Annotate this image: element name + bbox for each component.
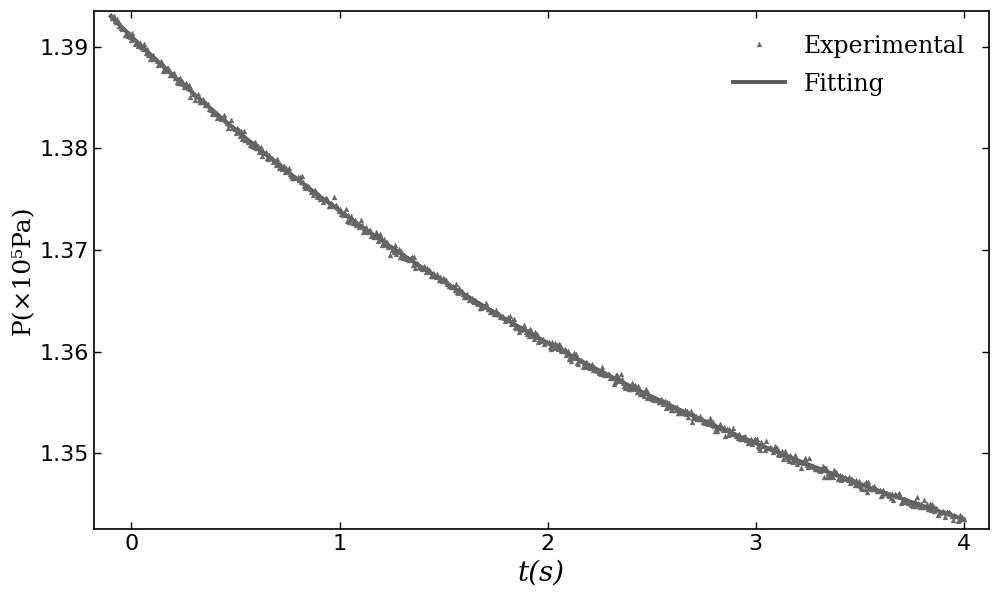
Experimental (157, 67, 169, 74)
Experimental (952, 517, 964, 524)
Y-axis label: P(×10⁵Pa): P(×10⁵Pa) (11, 206, 34, 335)
Fitting (777, 451, 789, 458)
Experimental (648, 396, 660, 404)
Legend: Experimental, Fitting: Experimental, Fitting (721, 23, 977, 108)
Line: Fitting: Fitting (111, 16, 964, 519)
Experimental (105, 11, 117, 19)
Experimental (752, 443, 764, 450)
Fitting (933, 508, 945, 515)
Fitting (497, 314, 509, 321)
Experimental (958, 515, 970, 523)
Fitting (148, 54, 160, 62)
Fitting (520, 327, 532, 334)
Fitting (933, 508, 945, 515)
Experimental (623, 385, 635, 392)
Fitting (958, 515, 970, 523)
Line: Experimental: Experimental (108, 13, 966, 523)
X-axis label: t(s): t(s) (518, 560, 565, 587)
Experimental (600, 371, 612, 378)
Experimental (839, 473, 851, 480)
Fitting (105, 13, 117, 20)
